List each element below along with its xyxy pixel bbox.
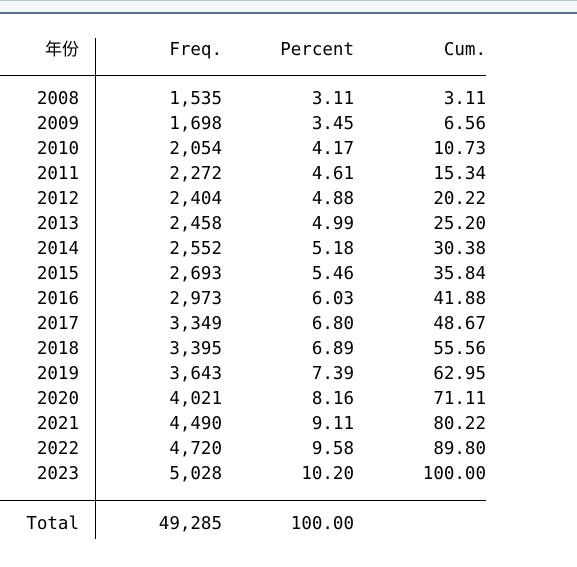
row-year: 2015: [36, 264, 79, 284]
row-freq: 2,693: [169, 264, 222, 284]
window-top-border: [0, 0, 577, 14]
row-freq: 2,404: [169, 189, 222, 209]
row-freq: 1,535: [169, 89, 222, 109]
total-freq: 49,285: [158, 514, 222, 534]
row-year: 2022: [36, 439, 79, 459]
table-header-row: 年份 Freq. Percent Cum.: [0, 38, 486, 63]
table-row: 2020 4,021 8.16 71.11: [0, 387, 486, 412]
table-row: 2013 2,458 4.99 25.20: [0, 212, 486, 237]
column-divider-total: [95, 501, 96, 539]
row-cum: 71.11: [433, 389, 486, 409]
column-divider-body: [95, 76, 96, 500]
row-year: 2010: [36, 139, 79, 159]
row-year: 2014: [36, 239, 79, 259]
row-year: 2012: [36, 189, 79, 209]
row-year: 2020: [36, 389, 79, 409]
row-cum: 20.22: [433, 189, 486, 209]
table-row: 2017 3,349 6.80 48.67: [0, 312, 486, 337]
row-percent: 3.11: [311, 89, 354, 109]
table-row: 2016 2,973 6.03 41.88: [0, 287, 486, 312]
table-row: 2022 4,720 9.58 89.80: [0, 437, 486, 462]
row-freq: 2,552: [169, 239, 222, 259]
row-year: 2009: [36, 114, 79, 134]
row-freq: 5,028: [169, 464, 222, 484]
table-row: 2010 2,054 4.17 10.73: [0, 137, 486, 162]
row-year: 2013: [36, 214, 79, 234]
row-freq: 4,490: [169, 414, 222, 434]
row-freq: 3,395: [169, 339, 222, 359]
row-percent: 4.61: [311, 164, 354, 184]
row-cum: 10.73: [433, 139, 486, 159]
row-cum: 100.00: [422, 464, 486, 484]
row-percent: 6.80: [311, 314, 354, 334]
row-percent: 5.46: [311, 264, 354, 284]
total-percent: 100.00: [290, 514, 354, 534]
row-freq: 2,458: [169, 214, 222, 234]
header-freq: Freq.: [169, 40, 222, 60]
table-row: 2012 2,404 4.88 20.22: [0, 187, 486, 212]
row-cum: 6.56: [443, 114, 486, 134]
row-year: 2008: [36, 89, 79, 109]
row-year: 2016: [36, 289, 79, 309]
column-divider-header: [95, 38, 96, 75]
row-cum: 41.88: [433, 289, 486, 309]
row-freq: 3,349: [169, 314, 222, 334]
table-row: 2014 2,552 5.18 30.38: [0, 237, 486, 262]
row-freq: 2,054: [169, 139, 222, 159]
row-year: 2021: [36, 414, 79, 434]
table-row: 2018 3,395 6.89 55.56: [0, 337, 486, 362]
row-percent: 4.88: [311, 189, 354, 209]
row-percent: 7.39: [311, 364, 354, 384]
row-cum: 35.84: [433, 264, 486, 284]
row-freq: 4,720: [169, 439, 222, 459]
row-percent: 6.03: [311, 289, 354, 309]
row-freq: 1,698: [169, 114, 222, 134]
header-percent: Percent: [280, 40, 354, 60]
table-row: 2008 1,535 3.11 3.11: [0, 87, 486, 112]
row-freq: 2,272: [169, 164, 222, 184]
row-cum: 62.95: [433, 364, 486, 384]
row-year: 2011: [36, 164, 79, 184]
row-cum: 15.34: [433, 164, 486, 184]
table-row: 2023 5,028 10.20 100.00: [0, 462, 486, 487]
table-row: 2021 4,490 9.11 80.22: [0, 412, 486, 437]
total-rule: [0, 500, 486, 501]
row-percent: 3.45: [311, 114, 354, 134]
row-cum: 3.11: [443, 89, 486, 109]
row-percent: 6.89: [311, 339, 354, 359]
row-freq: 3,643: [169, 364, 222, 384]
row-percent: 8.16: [311, 389, 354, 409]
row-percent: 9.58: [311, 439, 354, 459]
table-row: 2009 1,698 3.45 6.56: [0, 112, 486, 137]
row-cum: 80.22: [433, 414, 486, 434]
row-freq: 4,021: [169, 389, 222, 409]
row-year: 2023: [36, 464, 79, 484]
row-percent: 4.99: [311, 214, 354, 234]
row-percent: 5.18: [311, 239, 354, 259]
row-year: 2018: [36, 339, 79, 359]
row-year: 2017: [36, 314, 79, 334]
row-cum: 55.56: [433, 339, 486, 359]
row-percent: 9.11: [311, 414, 354, 434]
header-year: 年份: [45, 40, 79, 60]
row-percent: 4.17: [311, 139, 354, 159]
row-freq: 2,973: [169, 289, 222, 309]
table-row: 2019 3,643 7.39 62.95: [0, 362, 486, 387]
table-row: 2015 2,693 5.46 35.84: [0, 262, 486, 287]
row-cum: 89.80: [433, 439, 486, 459]
row-cum: 25.20: [433, 214, 486, 234]
header-rule: [0, 75, 486, 76]
row-cum: 48.67: [433, 314, 486, 334]
table-total-row: Total 49,285 100.00: [0, 512, 486, 537]
total-label: Total: [26, 514, 79, 534]
row-percent: 10.20: [301, 464, 354, 484]
header-cum: Cum.: [443, 40, 486, 60]
row-year: 2019: [36, 364, 79, 384]
row-cum: 30.38: [433, 239, 486, 259]
table-row: 2011 2,272 4.61 15.34: [0, 162, 486, 187]
